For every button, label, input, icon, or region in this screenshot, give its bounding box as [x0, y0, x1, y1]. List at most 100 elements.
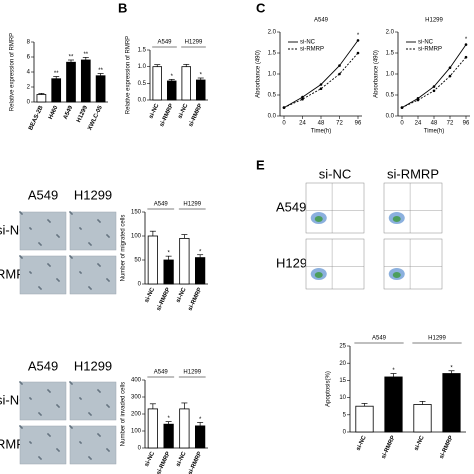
x-axis-label: Time(h): [311, 129, 331, 135]
microscope-image: [69, 381, 117, 421]
y-tick-label: 0.5: [138, 81, 147, 87]
panel-label: C: [256, 0, 266, 15]
flow-plot: [383, 238, 443, 290]
cell-dot: [80, 398, 82, 400]
group-label: H1299: [183, 202, 201, 208]
y-tick-label: 1.5: [268, 51, 277, 57]
bar: [36, 94, 47, 103]
cell-dot: [108, 236, 110, 238]
point: [400, 106, 404, 109]
microscope-image: [69, 425, 117, 465]
group-label: A549: [157, 40, 172, 46]
x-tick-label: 72: [447, 121, 454, 127]
cell-dot: [49, 435, 51, 437]
point: [448, 66, 452, 69]
flow-cluster-core: [392, 216, 401, 222]
x-tick-label: 96: [355, 121, 362, 127]
image-column-label: H1299: [74, 358, 112, 373]
bar: [194, 257, 206, 285]
microscope-image: [19, 425, 67, 465]
bar: [163, 423, 174, 449]
y-axis-label: Number of invaded cells: [121, 382, 127, 446]
bar: [163, 259, 174, 285]
flow-plot: [305, 182, 365, 234]
point: [338, 64, 341, 67]
significance: *: [167, 251, 170, 257]
y-tick-label: 2.0: [386, 30, 395, 36]
y-tick-label: 1.0: [386, 72, 395, 78]
y-tick-label: 1.5: [386, 51, 395, 57]
y-axis-label: Absorbance (490): [256, 50, 262, 98]
significance: **: [54, 71, 59, 77]
legend-label: si-NC: [418, 40, 434, 46]
cell-dot: [21, 383, 23, 385]
group-label: H1299: [183, 370, 201, 376]
cell-dot: [21, 427, 23, 429]
y-tick-label: 150: [131, 210, 142, 216]
y-axis-label: Relative expression of RMRP: [10, 33, 16, 111]
legend-label: si-RMRP: [300, 47, 324, 53]
bar: [80, 59, 91, 103]
legend-label: si-NC: [300, 40, 316, 46]
point: [301, 97, 304, 101]
bar: [66, 61, 76, 103]
y-tick-label: 50: [134, 258, 141, 264]
x-tick-label: 48: [318, 121, 325, 127]
cell-dot: [90, 288, 92, 290]
cell-dot: [80, 228, 82, 230]
y-axis-label: Relative expression of RMRP: [126, 36, 132, 114]
bar: [413, 404, 432, 433]
image-column-label: A549: [28, 358, 58, 373]
cell-dot: [58, 236, 60, 238]
x-tick-label: H460: [48, 104, 60, 120]
point: [338, 72, 341, 76]
point: [356, 39, 360, 42]
cell-dot: [49, 391, 51, 393]
cell-dot: [58, 280, 60, 282]
x-tick-label: 96: [463, 121, 470, 127]
bar: [355, 405, 374, 433]
group-label: H1299: [428, 336, 446, 342]
cell-dot: [99, 435, 101, 437]
x-axis-label: Time(h): [424, 129, 444, 135]
cell-dot: [49, 265, 51, 267]
cell-dot: [49, 221, 51, 223]
point: [464, 55, 468, 59]
bar: [147, 235, 158, 285]
y-tick-label: 1.0: [138, 64, 147, 70]
y-tick-label: 100: [131, 429, 142, 435]
significance: *: [199, 417, 202, 423]
significance: *: [171, 74, 174, 80]
cell-dot: [71, 213, 73, 215]
x-tick-label: 48: [431, 121, 438, 127]
bar: [95, 75, 106, 103]
cell-dot: [80, 272, 82, 274]
y-tick-label: 100: [131, 234, 142, 240]
cell-dot: [30, 398, 32, 400]
significance: *: [200, 73, 203, 79]
y-tick-label: 2.0: [268, 30, 277, 36]
cell-dot: [58, 450, 60, 452]
point: [319, 83, 323, 86]
image-column-label: si-NC: [319, 166, 352, 181]
bar: [152, 66, 162, 101]
x-tick-label: 0: [282, 121, 286, 127]
bar: [442, 373, 461, 433]
y-tick-label: 0: [138, 282, 142, 288]
cell-dot: [58, 406, 60, 408]
group-label: A549: [372, 336, 387, 342]
point: [356, 51, 360, 55]
bar: [51, 78, 62, 103]
x-tick-label: 0: [400, 121, 404, 127]
y-tick-label: 300: [131, 395, 142, 401]
y-axis-label: Number of migrated cells: [121, 215, 127, 282]
cell-dot: [30, 272, 32, 274]
cell-dot: [108, 280, 110, 282]
cell-dot: [40, 244, 42, 246]
microscope-image: [19, 381, 67, 421]
y-tick-label: 15: [339, 378, 346, 384]
bar: [195, 79, 206, 101]
bar: [194, 425, 206, 449]
cell-dot: [40, 288, 42, 290]
